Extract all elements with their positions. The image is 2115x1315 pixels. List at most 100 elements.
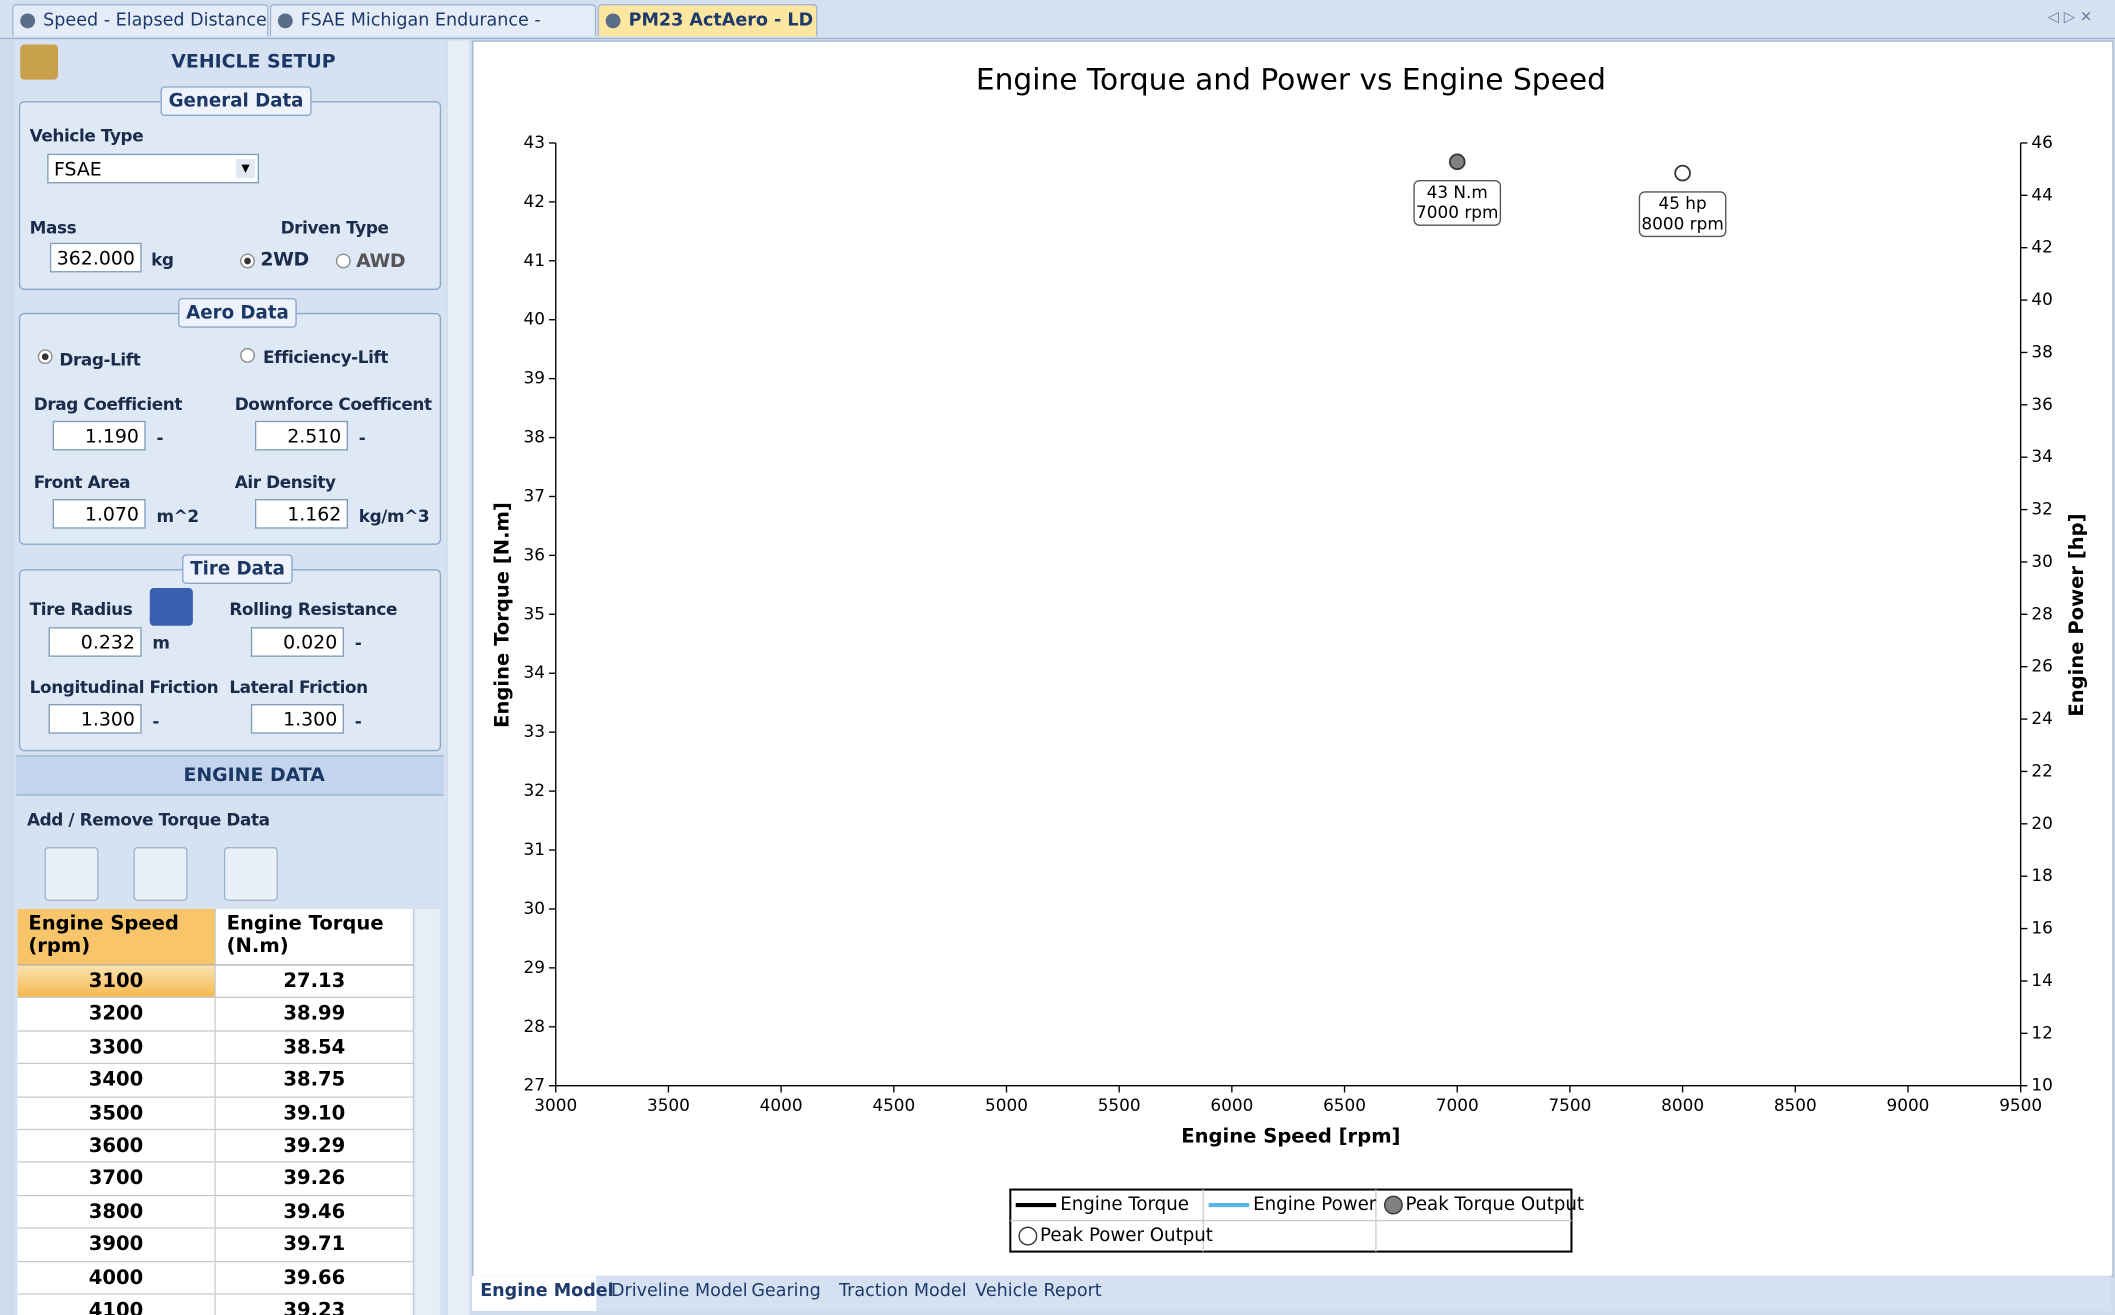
table-cell: 3500 [17,1097,216,1131]
table-cell: 38.99 [215,998,415,1032]
annotation: 43 N.m [1427,182,1488,202]
section-title: ENGINE DATA [183,764,325,787]
input[interactable]: 1.300 [250,704,344,734]
bottom-tab-bar [472,1275,2112,1311]
table-cell: 3100 [17,965,216,999]
section-header [16,755,444,796]
label: Rolling Resistance [229,598,398,620]
table-scrollbar[interactable] [415,909,440,1315]
radio[interactable] [37,349,53,365]
radio-label: Drag-Lift [59,349,141,370]
bottom-tab[interactable]: Driveline Model [611,1281,748,1302]
table-cell: 4000 [17,1261,216,1295]
input[interactable]: 1.190 [52,420,146,451]
label: Mass [29,217,77,238]
label: Front Area [33,472,131,493]
y-tick-label: 39 [524,368,545,388]
setup-icon [20,44,59,80]
table-cell: 3700 [17,1163,216,1197]
sidebar-scrollbar[interactable] [447,40,470,1315]
y2-tick-label: 32 [2031,499,2052,519]
legend-label: Engine Torque [1060,1194,1189,1215]
table-cell: 38.54 [215,1031,415,1065]
label: Add / Remove Torque Data [26,809,270,830]
table-cell: 39.23 [215,1294,415,1315]
tab-nav[interactable]: ◁ ▷ ✕ [2047,8,2093,26]
y-tick-label: 40 [524,309,545,329]
x-tick-label: 6000 [1210,1095,1253,1115]
x-tick-label: 5500 [1098,1095,1141,1115]
remove-button[interactable] [133,846,188,901]
input[interactable]: 362.000 [49,242,142,273]
sidebar-title: VEHICLE SETUP [171,51,336,73]
table-cell: 3300 [17,1031,216,1065]
bottom-tab[interactable]: Vehicle Report [975,1281,1102,1302]
table-cell: 27.13 [215,965,415,999]
peak-marker [1674,164,1691,182]
input[interactable]: 1.300 [48,704,142,734]
y2-tick-label: 34 [2031,446,2052,466]
table-cell: 3600 [17,1130,216,1164]
unit: - [358,427,366,448]
table-cell: 39.29 [215,1130,415,1164]
unit: - [156,427,164,448]
bottom-tab[interactable]: Gearing [751,1281,821,1302]
legend-swatch [1383,1195,1403,1215]
bottom-tab[interactable]: Traction Model [839,1281,967,1302]
peak-marker [1448,153,1466,171]
dropdown[interactable]: FSAE ▼ [47,153,259,184]
y-tick-label: 28 [524,1016,545,1036]
x-tick-label: 7000 [1436,1095,1479,1115]
unit: m^2 [156,505,199,526]
table-cell: 39.26 [215,1163,415,1197]
x-tick-label: 8500 [1774,1095,1817,1115]
x-tick-label: 4500 [872,1095,915,1115]
input[interactable]: 0.020 [250,627,344,657]
y-tick-label: 35 [524,603,545,623]
y2-tick-label: 12 [2031,1022,2052,1042]
tab[interactable]: FSAE Michigan Endurance - Speed [269,4,597,63]
column-header-text: (rpm) [28,935,91,958]
tire-button[interactable] [149,588,193,626]
table-cell: 3800 [17,1196,216,1229]
y-tick-label: 29 [524,957,545,977]
label: Vehicle Type [29,125,144,146]
label: Tire Radius [29,598,133,620]
y2-tick-label: 46 [2031,132,2052,152]
radio-label: 2WD [260,249,309,272]
bottom-tab[interactable]: Engine Model [480,1281,614,1302]
bottom-tab-active[interactable] [472,1275,597,1311]
import-button[interactable] [223,846,278,901]
radio[interactable] [240,347,255,363]
input[interactable]: 0.232 [48,627,142,657]
radio[interactable] [335,253,351,269]
y2-tick-label: 26 [2031,656,2052,676]
tab[interactable]: Speed - Elapsed Distance [12,4,269,37]
x-tick-label: 9000 [1887,1095,1930,1115]
x-tick-label: 6500 [1323,1095,1366,1115]
x-axis-label: Engine Speed [rpm] [1181,1124,1400,1147]
tab-label: Speed - Elapsed Distance [43,10,267,32]
input[interactable]: 1.070 [52,499,146,529]
x-tick-label: 9500 [1999,1095,2042,1115]
x-tick-label: 4000 [760,1095,803,1115]
y2-tick-label: 40 [2031,289,2052,309]
y2-tick-label: 10 [2031,1075,2052,1095]
group-title: Tire Data [182,554,294,584]
radio[interactable] [240,253,255,269]
input[interactable]: 2.510 [254,420,349,451]
annotation: 7000 rpm [1416,202,1498,222]
x-tick-label: 3500 [647,1095,690,1115]
input[interactable]: 1.162 [254,499,349,529]
y2-tick-label: 28 [2031,603,2052,623]
add-button[interactable] [44,846,99,901]
label: Air Density [234,472,336,493]
column-header-text: Engine Speed [28,913,179,935]
column-header-text: (N.m) [226,935,289,958]
table-cell: 39.66 [215,1261,415,1295]
label: Downforce Coefficent [234,393,432,415]
legend-swatch [1018,1226,1038,1246]
y-tick-label: 36 [524,544,545,564]
tab-active[interactable]: PM23 ActAero - LD [597,4,818,37]
chart-title: Engine Torque and Power vs Engine Speed [976,61,1606,96]
